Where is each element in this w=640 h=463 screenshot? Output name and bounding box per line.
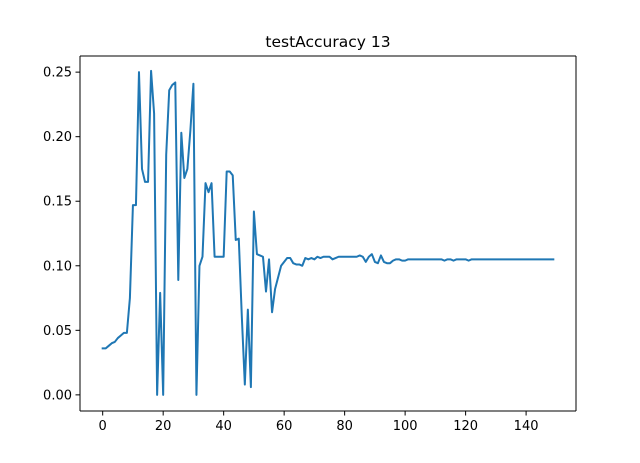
series-line-0	[101, 69, 555, 396]
x-tick-label-2: 40	[215, 419, 232, 434]
x-tick-label-3: 60	[276, 419, 293, 434]
y-tick-label-4: 0.20	[43, 130, 72, 145]
y-tick-label-1: 0.05	[43, 324, 72, 339]
x-tick-label-1: 20	[155, 419, 172, 434]
x-tick-label-0: 0	[99, 419, 107, 434]
x-tick-label-4: 80	[336, 419, 353, 434]
plot-area	[101, 69, 555, 396]
y-tick-label-5: 0.25	[43, 66, 72, 81]
y-tick-label-3: 0.15	[43, 195, 72, 210]
x-tick-label-5: 100	[393, 419, 418, 434]
y-tick-label-0: 0.00	[43, 388, 72, 403]
chart-title: testAccuracy 13	[265, 33, 390, 51]
x-tick-label-7: 140	[514, 419, 539, 434]
x-tick-label-6: 120	[453, 419, 478, 434]
y-tick-label-2: 0.10	[43, 259, 72, 274]
axes: 0 20 40 60 80 100 120 140 0.00 0.05 0.10 0.15 0.20 0.…	[43, 55, 577, 434]
